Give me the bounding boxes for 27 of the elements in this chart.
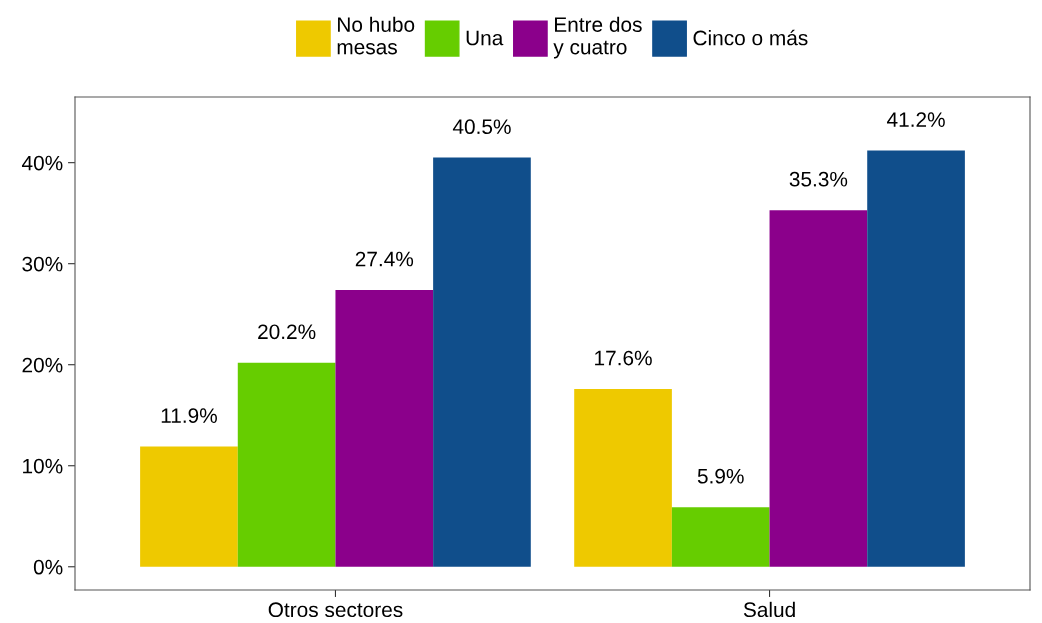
data-label: 17.6% xyxy=(595,350,652,366)
y-tick-label: 30% xyxy=(22,256,63,272)
y-tick-label: 10% xyxy=(23,458,63,474)
bar xyxy=(769,210,868,567)
bar xyxy=(574,388,672,567)
x-tick-label: Salud xyxy=(743,601,795,618)
data-label: 35.3% xyxy=(789,171,848,187)
data-label: 41.2% xyxy=(887,112,945,127)
y-tick-label: 20% xyxy=(22,357,63,373)
bar xyxy=(237,362,336,567)
data-label: 40.5% xyxy=(452,119,511,135)
data-label: 20.2% xyxy=(258,324,316,340)
bar xyxy=(335,289,434,567)
bar xyxy=(140,446,238,567)
data-label: 5.9% xyxy=(697,468,744,484)
data-label: 27.4% xyxy=(355,251,414,267)
legend-label: Entre dos y cuatro xyxy=(553,16,642,59)
bar xyxy=(433,157,531,567)
y-tick-label: 0% xyxy=(33,559,63,575)
data-label: 11.9% xyxy=(161,408,217,423)
legend-label: No hubo mesas xyxy=(337,16,415,55)
y-tick-label: 40% xyxy=(21,155,63,171)
bar xyxy=(671,507,770,567)
legend-label: Cinco o más xyxy=(693,29,808,46)
x-tick-label: Otros sectores xyxy=(268,602,403,618)
legend-label: Una xyxy=(466,30,504,46)
bar xyxy=(867,150,965,567)
